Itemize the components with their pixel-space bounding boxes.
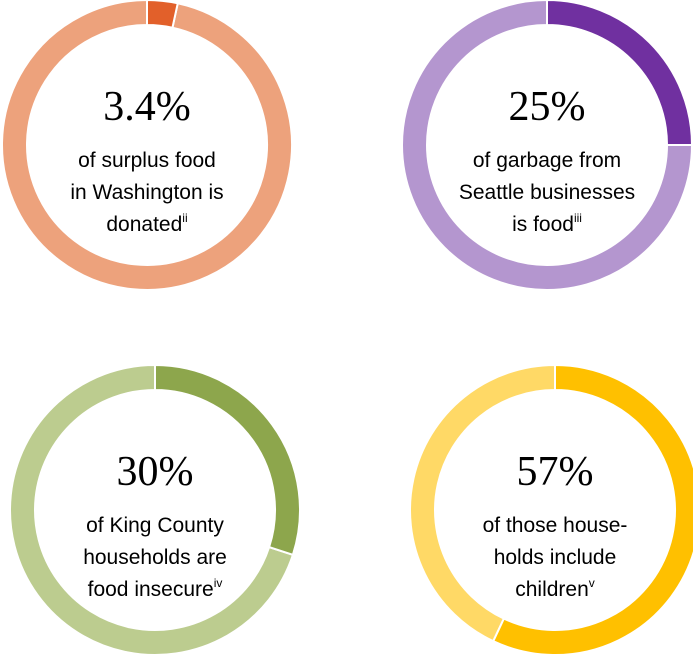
donut-remainder [401,0,693,291]
description-line: Seattle businesses [459,181,635,204]
donut-remainder [1,0,293,291]
donut-segment [546,0,693,146]
description-line: childrenv [515,576,595,601]
description-line: food insecureiv [88,576,223,601]
donut-segment [491,363,693,656]
description-text: is food [512,213,574,236]
description-text: of those house- [483,514,628,537]
donut-segment [154,363,301,557]
donut-chart: 25% of garbage from Seattle businesses is f… [401,0,693,291]
donut-segment [146,0,179,29]
donut-chart: 57% of those house-holds include childrenv [409,363,693,656]
description-text: children [515,578,589,601]
description-line: in Washington is [70,181,223,204]
description-text: of garbage from [473,149,621,172]
donut-chart: 3.4% of surplus food in Washington is donat… [1,0,293,291]
description-line: holds include [494,546,617,569]
footnote-marker: v [589,576,595,590]
description-line: of those house- [483,514,628,537]
description-text: donated [106,213,182,236]
description-line: of garbage from [473,149,621,172]
value-label: 25% [509,84,586,130]
description-text: of surplus food [78,149,216,172]
description-line: is foodiii [512,211,582,236]
description-line: of King County [86,514,224,537]
description-line: donatedii [106,211,187,236]
donut-remainder [9,363,295,656]
value-label: 57% [517,449,594,495]
description-line: households are [83,546,227,569]
description-text: in Washington is [70,181,223,204]
description-line: of surplus food [78,149,216,172]
footnote-marker: iv [214,576,223,590]
description-text: households are [83,546,227,569]
description-text: Seattle businesses [459,181,635,204]
footnote-marker: iii [574,211,582,225]
value-label: 3.4% [103,84,191,130]
donut-chart: 30% of King County households are food inse… [9,363,301,656]
footnote-marker: ii [182,211,187,225]
description-text: of King County [86,514,224,537]
description-text: food insecure [88,578,214,601]
description-text: holds include [494,546,617,569]
value-label: 30% [117,449,194,495]
